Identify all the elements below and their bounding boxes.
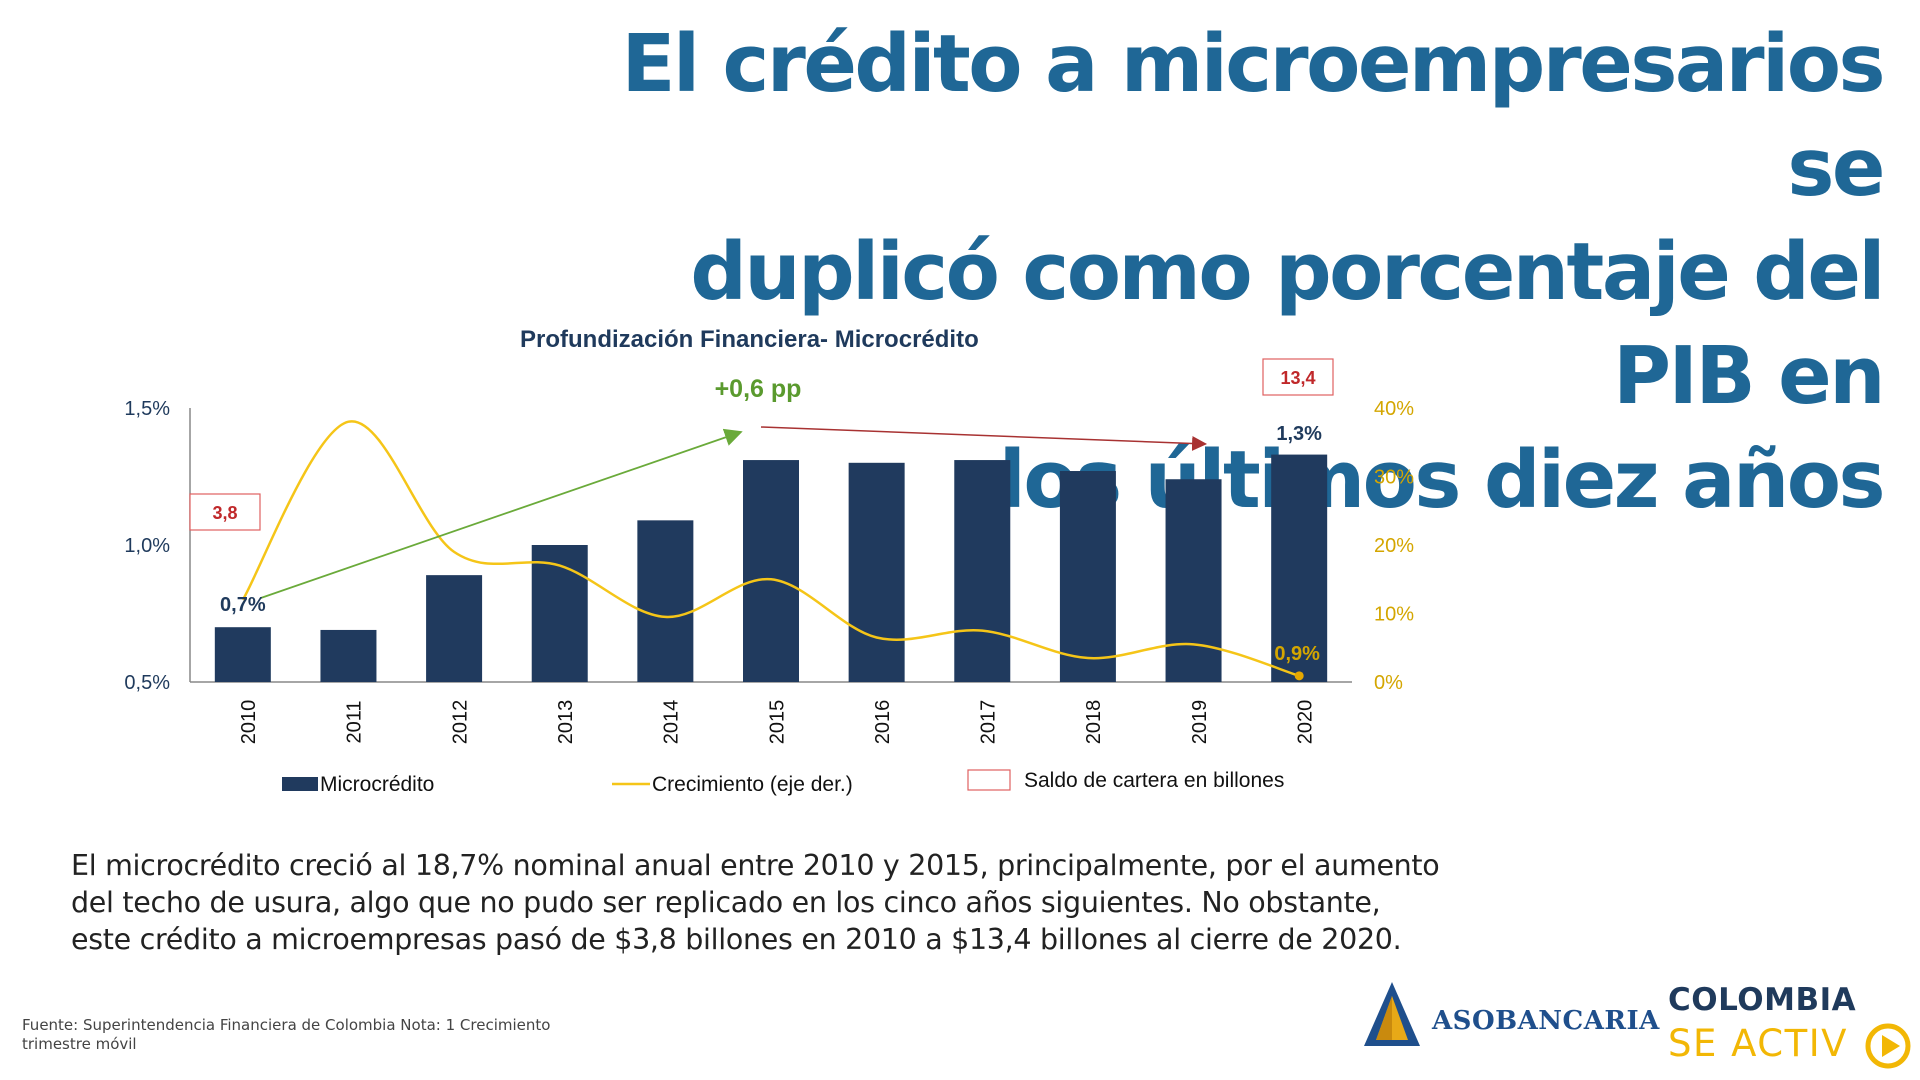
legend-swatch-bar [282,777,318,791]
x-tick-label: 2018 [1083,700,1105,745]
x-tick-label: 2012 [449,700,471,745]
bar-microcredito [1059,471,1116,682]
legend-label: Crecimiento (eje der.) [652,773,853,796]
body-paragraph: El microcrédito creció al 18,7% nominal … [71,847,1491,958]
bar-microcredito [320,629,377,682]
y-right-tick-label: 20% [1374,535,1414,557]
saldo-box-2010 [189,493,261,531]
saldo-2020-label: 13,4 [1280,368,1315,388]
y-right-tick-label: 0% [1374,672,1403,694]
bar-microcredito [214,627,271,682]
x-tick-label: 2020 [1294,700,1316,745]
slide-title-line: duplicó como porcentaje del PIB en [690,226,1885,422]
asobancaria-logo: ASOBANCARIA [1362,980,1659,1050]
x-tick-label: 2011 [344,700,366,743]
first-bar-label: 0,7% [220,594,266,616]
red-trend-arrow [760,426,1208,451]
x-tick-label: 2013 [555,700,577,745]
green-trend-arrow [260,428,743,599]
y-right-tick-label: 30% [1374,467,1414,489]
chart-title: Profundización Financiera- Microcrédito [520,326,979,353]
slide-title: El crédito a microempresarios se duplicó… [583,12,1886,532]
last-growth-label: 0,9% [1274,643,1320,665]
growth-line [241,420,1300,678]
saldo-box-2020 [1262,358,1334,396]
y-right-tick-label: 10% [1374,604,1414,626]
body-line: El microcrédito creció al 18,7% nominal … [71,849,1440,882]
source-footnote: Fuente: Superintendencia Financiera de C… [22,1016,551,1053]
x-tick-label: 2014 [661,700,683,745]
bar-microcredito [637,520,694,682]
bar-microcredito [743,460,799,682]
x-tick-label: 2016 [872,700,894,745]
asobancaria-wordmark: ASOBANCARIA [1432,1006,1660,1036]
x-tick-label: 2010 [238,700,260,745]
legend-label: Saldo de cartera en billones [1024,769,1284,792]
se-activa-wordmark: SE ACTIV [1668,1022,1848,1065]
body-line: del techo de usura, algo que no pudo ser… [71,886,1381,919]
bar-microcredito [1165,479,1222,682]
bar-microcredito [1271,454,1328,682]
body-line: este crédito a microempresas pasó de $3,… [71,923,1402,956]
bar-microcredito [954,460,1011,682]
saldo-2010-label: 3,8 [212,503,237,523]
last-bar-label: 1,3% [1276,423,1322,445]
y-left-tick-label: 1,5% [124,398,170,420]
growth-change-label: +0,6 pp [715,375,802,403]
y-right-tick-label: 40% [1374,398,1414,420]
colombia-se-activa-logo: COLOMBIA SE ACTIV [1668,982,1911,1072]
slide-title-line: El crédito a microempresarios se [621,18,1885,214]
x-tick-label: 2015 [766,700,788,745]
bar-microcredito [848,462,905,682]
legend-swatch-box [967,769,1011,791]
y-left-tick-label: 1,0% [124,535,170,557]
microcredito-chart: 1,5% 1,0% 0,5% 40% 30% 20% 10% 0% 2010 2011 2012 20… [124,358,1414,796]
slide-title-line: los últimos diez años [998,434,1886,526]
y-left-tick-label: 0,5% [124,672,170,694]
asobancaria-emblem-icon [1364,982,1420,1046]
legend-label: Microcrédito [320,773,434,796]
bar-microcredito [531,545,588,682]
play-circle-icon [1865,1023,1911,1069]
x-tick-label: 2019 [1189,700,1211,745]
colombia-wordmark: COLOMBIA [1668,982,1857,1018]
growth-point [1294,671,1304,681]
x-tick-label: 2017 [978,700,1000,745]
bar-microcredito [426,575,483,682]
